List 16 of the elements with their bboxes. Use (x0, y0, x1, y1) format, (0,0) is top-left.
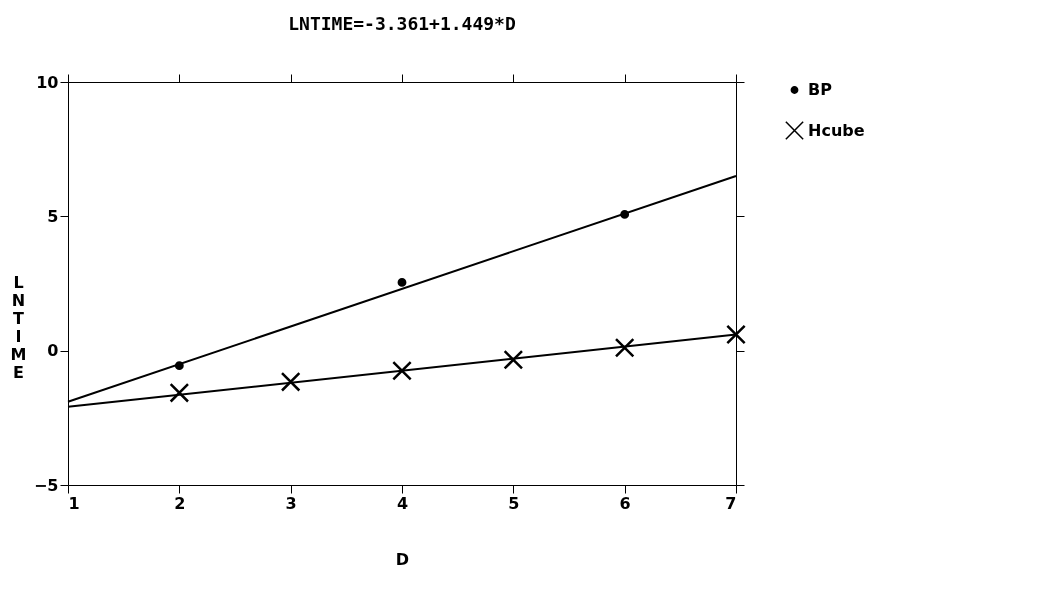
x-tick-label: 7 (725, 493, 737, 513)
x-axis-title: D (395, 549, 410, 569)
x-tick-label: 6 (619, 493, 631, 513)
y-axis-title: LNTIME (10, 272, 27, 382)
y-tick-label: −5 (33, 475, 59, 495)
x-tick-label: 2 (174, 493, 186, 513)
x-tick-label: 1 (68, 493, 80, 513)
legend-label: BP (808, 80, 833, 99)
y-tick-label: 10 (36, 72, 59, 92)
chart-title: LNTIME=-3.361+1.449*D (288, 12, 516, 34)
x-tick-label: 3 (285, 493, 297, 513)
x-tick-label: 5 (508, 493, 520, 513)
x-tick-label: 4 (396, 493, 409, 513)
legend-label: Hcube (808, 120, 865, 140)
y-tick-label: 5 (47, 206, 59, 226)
y-tick-label: 0 (47, 341, 59, 361)
